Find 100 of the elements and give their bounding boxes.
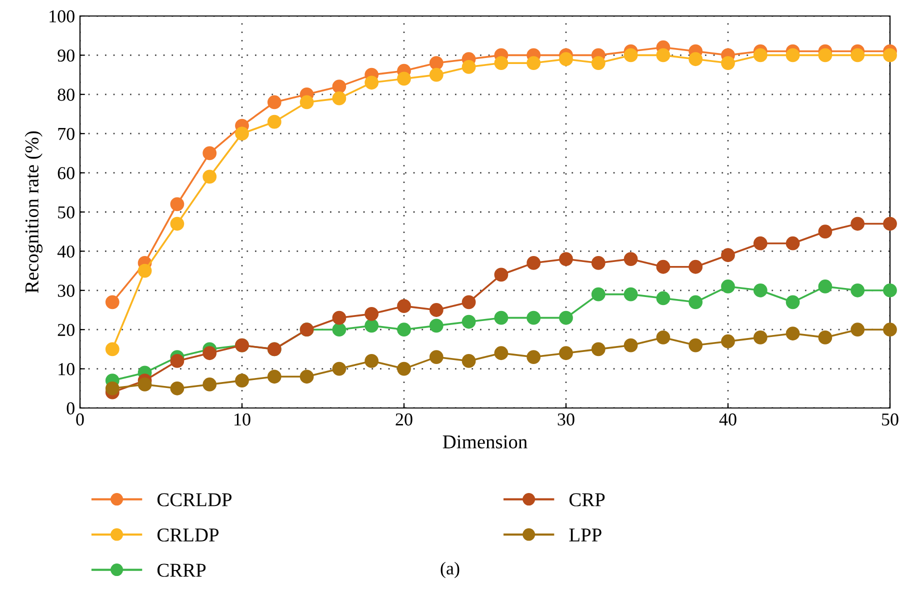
y-tick-label: 10 xyxy=(58,363,74,376)
legend-label: CRLDP xyxy=(157,528,219,542)
point xyxy=(105,381,120,396)
point xyxy=(170,197,184,212)
point xyxy=(818,224,832,239)
point xyxy=(397,72,411,86)
point xyxy=(429,68,444,82)
point xyxy=(624,252,638,266)
point xyxy=(559,346,573,360)
point xyxy=(429,318,444,333)
point xyxy=(462,314,476,329)
point xyxy=(429,350,444,364)
point xyxy=(494,346,508,360)
x-tick-label: 50 xyxy=(882,413,898,426)
point xyxy=(526,310,541,325)
point xyxy=(364,354,379,368)
point xyxy=(656,48,670,62)
point xyxy=(526,256,541,270)
point xyxy=(786,295,800,310)
x-tick-label: 30 xyxy=(558,413,574,426)
point xyxy=(429,303,444,317)
point xyxy=(818,330,832,344)
point xyxy=(656,260,670,274)
point xyxy=(591,256,606,270)
text: (a) xyxy=(440,562,460,578)
point xyxy=(721,248,735,262)
point xyxy=(883,216,897,231)
point xyxy=(753,283,768,298)
y-tick-label: 30 xyxy=(58,284,74,297)
legend-label: CCRLDP xyxy=(157,493,232,506)
point xyxy=(397,362,411,376)
x-tick-label: 40 xyxy=(719,413,736,426)
point xyxy=(753,48,768,62)
point xyxy=(688,295,703,310)
point xyxy=(267,370,282,384)
point xyxy=(721,280,735,294)
point xyxy=(202,346,217,360)
y-tick-label: 20 xyxy=(58,324,74,336)
point xyxy=(494,310,508,325)
point xyxy=(332,80,346,94)
point xyxy=(138,264,152,278)
point xyxy=(526,350,541,364)
point xyxy=(688,338,703,352)
x-axis-title: Dimension xyxy=(442,435,528,448)
point xyxy=(883,283,897,298)
point xyxy=(138,378,152,392)
legend-label: LPP xyxy=(569,528,602,542)
point xyxy=(591,342,606,356)
point xyxy=(332,310,346,325)
y-tick-label: 40 xyxy=(57,245,74,258)
point xyxy=(559,52,573,66)
point xyxy=(105,342,120,356)
point xyxy=(883,322,897,337)
point xyxy=(105,295,120,310)
point xyxy=(753,236,768,250)
point xyxy=(202,170,217,184)
point xyxy=(883,48,897,62)
point xyxy=(429,56,444,70)
point xyxy=(462,354,476,368)
point xyxy=(656,330,670,344)
legend-label: CRRP xyxy=(157,564,206,577)
point xyxy=(559,252,573,266)
point xyxy=(591,287,606,302)
point xyxy=(721,56,735,70)
point xyxy=(721,334,735,348)
point xyxy=(332,362,346,376)
point xyxy=(624,48,638,62)
y-tick-label: 70 xyxy=(58,128,74,140)
point xyxy=(850,216,865,231)
point xyxy=(300,370,314,384)
x-tick-label: 10 xyxy=(234,413,250,426)
x-tick-label: 20 xyxy=(396,413,412,426)
point xyxy=(786,326,800,340)
y-tick-label: 100 xyxy=(50,10,74,22)
point xyxy=(235,374,249,388)
point xyxy=(818,280,832,294)
point xyxy=(591,56,606,70)
point xyxy=(170,216,184,231)
x-tick-label: 0 xyxy=(76,413,84,426)
point xyxy=(462,295,476,310)
point xyxy=(332,322,346,337)
point xyxy=(656,291,670,306)
point xyxy=(170,354,184,368)
point xyxy=(494,268,508,282)
point xyxy=(364,306,379,321)
point xyxy=(559,310,573,325)
point xyxy=(818,48,832,62)
point xyxy=(850,48,865,62)
point xyxy=(688,52,703,66)
point xyxy=(202,146,217,160)
point xyxy=(267,95,282,110)
point xyxy=(235,126,249,141)
y-tick-label: 90 xyxy=(58,49,74,62)
point xyxy=(300,95,314,110)
point xyxy=(850,322,865,337)
point xyxy=(786,236,800,250)
point xyxy=(267,114,282,129)
point xyxy=(688,260,703,274)
point xyxy=(526,56,541,70)
point xyxy=(494,56,508,70)
